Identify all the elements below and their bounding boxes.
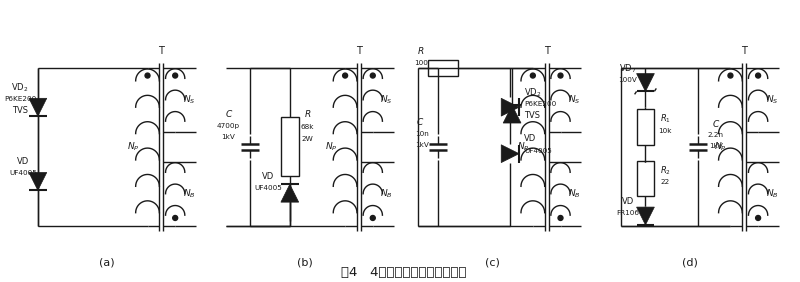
Polygon shape <box>29 173 46 190</box>
Text: R: R <box>305 110 310 119</box>
Polygon shape <box>502 98 519 116</box>
Text: 图4   4种无源漏极钳位保护电路: 图4 4种无源漏极钳位保护电路 <box>341 266 466 279</box>
Text: $N_P$: $N_P$ <box>325 140 338 153</box>
Text: TVS: TVS <box>12 106 28 115</box>
Circle shape <box>728 73 733 78</box>
Polygon shape <box>29 98 46 116</box>
Text: $N_B$: $N_B$ <box>766 188 778 200</box>
Polygon shape <box>502 145 519 163</box>
Text: UF4005: UF4005 <box>9 170 37 177</box>
Text: 1kV: 1kV <box>222 134 235 140</box>
Text: 10k: 10k <box>658 128 672 134</box>
Text: $R_2$: $R_2$ <box>660 164 670 177</box>
Text: TVS: TVS <box>524 111 540 120</box>
Circle shape <box>173 215 178 221</box>
Text: VD$_2$: VD$_2$ <box>524 86 542 99</box>
Text: VD: VD <box>17 157 29 166</box>
Text: 2.2n: 2.2n <box>708 132 724 138</box>
Text: $N_B$: $N_B$ <box>568 188 581 200</box>
Text: $N_S$: $N_S$ <box>182 94 195 106</box>
Text: UF4005: UF4005 <box>254 185 282 191</box>
Circle shape <box>558 73 563 78</box>
Text: T: T <box>356 46 362 56</box>
Text: $N_B$: $N_B$ <box>380 188 393 200</box>
Text: 22: 22 <box>661 179 670 185</box>
Text: $N_P$: $N_P$ <box>127 140 140 153</box>
Text: $R_1$: $R_1$ <box>660 113 670 125</box>
Text: 68k: 68k <box>301 124 314 130</box>
Text: 10n: 10n <box>415 131 429 137</box>
Text: $N_S$: $N_S$ <box>568 94 581 106</box>
Text: UF4005: UF4005 <box>524 148 552 154</box>
Text: 2W: 2W <box>302 136 314 142</box>
Text: $N_S$: $N_S$ <box>766 94 778 106</box>
Text: FR106: FR106 <box>616 210 639 216</box>
Text: C: C <box>226 110 232 119</box>
Circle shape <box>558 215 563 221</box>
Circle shape <box>370 215 375 221</box>
Circle shape <box>145 73 150 78</box>
Text: (c): (c) <box>485 257 500 267</box>
Text: C: C <box>713 120 718 129</box>
Text: $N_P$: $N_P$ <box>517 140 530 153</box>
Text: 100: 100 <box>414 60 428 66</box>
Text: T: T <box>544 46 550 56</box>
Circle shape <box>342 73 347 78</box>
Text: $N_B$: $N_B$ <box>182 188 195 200</box>
Text: P6KE200: P6KE200 <box>4 96 36 102</box>
Text: VD: VD <box>524 134 536 143</box>
Text: VD$_7$: VD$_7$ <box>619 62 637 75</box>
Bar <box>637 161 654 196</box>
Polygon shape <box>281 184 298 202</box>
Bar <box>281 117 298 177</box>
Circle shape <box>173 73 178 78</box>
Circle shape <box>756 215 761 221</box>
Text: (a): (a) <box>99 257 115 267</box>
Text: 100V: 100V <box>618 76 637 83</box>
Text: T: T <box>158 46 164 56</box>
Text: (d): (d) <box>682 257 698 267</box>
Text: 1kV: 1kV <box>415 142 429 148</box>
Text: VD: VD <box>622 197 634 206</box>
Text: VD: VD <box>262 172 274 181</box>
Text: $N_P$: $N_P$ <box>714 140 727 153</box>
Polygon shape <box>637 207 654 225</box>
Polygon shape <box>503 105 521 123</box>
Text: T: T <box>742 46 747 56</box>
Text: VD$_2$: VD$_2$ <box>11 81 29 94</box>
Text: R: R <box>418 47 424 56</box>
Circle shape <box>756 73 761 78</box>
Text: (b): (b) <box>297 257 313 267</box>
Text: $N_S$: $N_S$ <box>380 94 393 106</box>
Circle shape <box>370 73 375 78</box>
Text: P6KE200: P6KE200 <box>524 101 556 107</box>
Text: 1kV: 1kV <box>709 143 722 149</box>
Bar <box>428 60 458 76</box>
Polygon shape <box>637 74 654 91</box>
Bar <box>637 109 654 145</box>
Circle shape <box>530 73 535 78</box>
Text: 4700p: 4700p <box>217 123 240 129</box>
Text: C: C <box>417 118 423 127</box>
